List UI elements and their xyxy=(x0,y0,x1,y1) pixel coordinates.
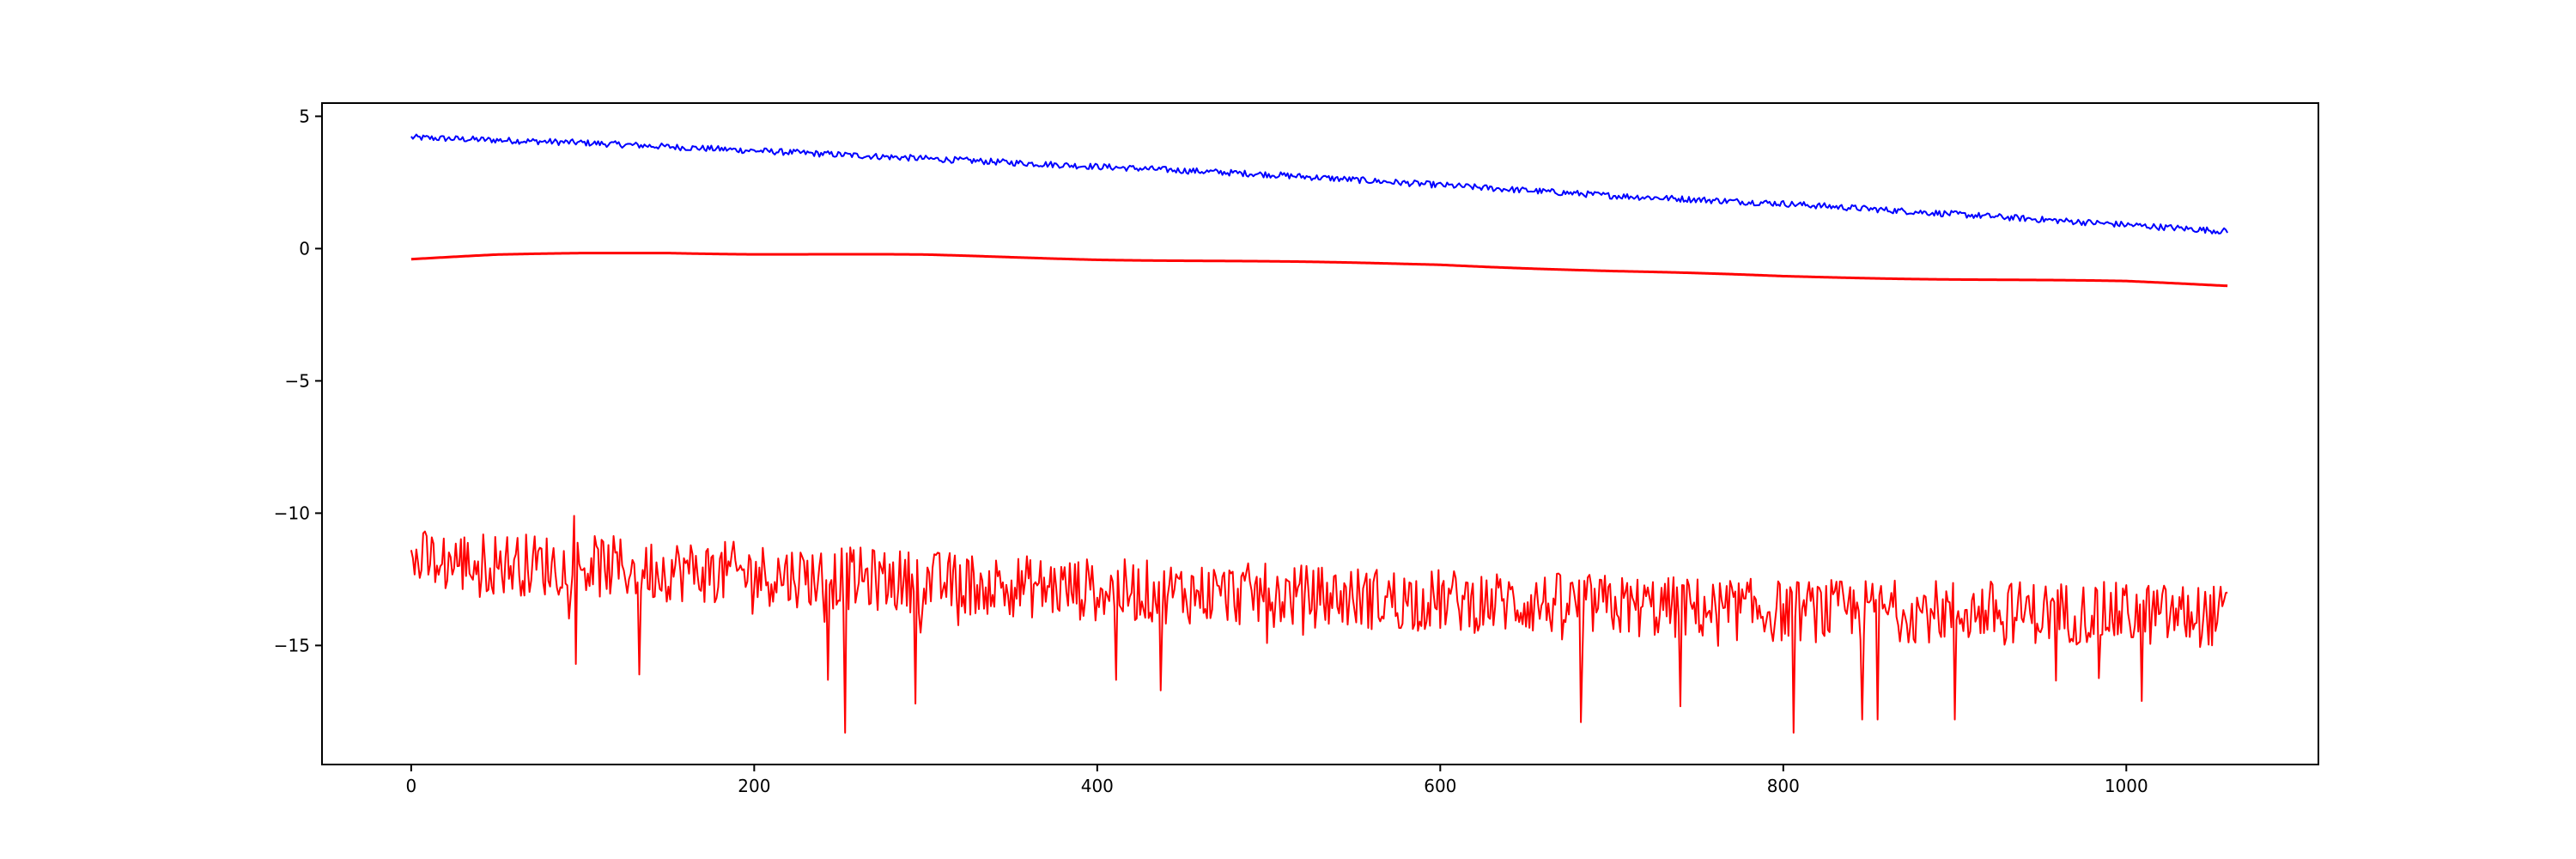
x-tick-label: 1000 xyxy=(2105,776,2148,796)
x-tick-label: 800 xyxy=(1767,776,1800,796)
x-axis: 0 200 400 600 800 1000 xyxy=(405,765,2148,796)
y-tick-label: −15 xyxy=(274,635,310,655)
x-tick-label: 400 xyxy=(1081,776,1114,796)
x-tick-label: 200 xyxy=(738,776,770,796)
series-line-3 xyxy=(410,515,2228,734)
y-axis: 5 0 −5 −10 −15 xyxy=(274,106,322,655)
series-line-1 xyxy=(410,133,2229,235)
x-tick-label: 600 xyxy=(1424,776,1456,796)
y-tick-label: 5 xyxy=(299,106,310,126)
axes-frame xyxy=(321,102,2319,765)
y-tick-label: 0 xyxy=(299,238,310,259)
series-line-2 xyxy=(410,252,2228,288)
y-tick-label: −10 xyxy=(274,503,310,523)
y-tick-label: −5 xyxy=(285,370,310,391)
plot-area xyxy=(410,133,2229,734)
x-tick-label: 0 xyxy=(405,776,416,796)
